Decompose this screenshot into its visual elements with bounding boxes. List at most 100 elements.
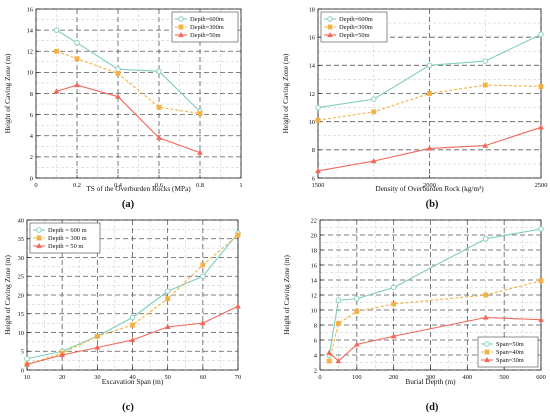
y-tick-label: 30: [18, 255, 24, 262]
y-tick-label: 4: [30, 133, 34, 140]
data-point: [24, 356, 30, 362]
series-1: [315, 31, 544, 111]
data-point: [353, 341, 360, 347]
legend-marker: [484, 341, 490, 347]
series-1: [53, 27, 203, 115]
data-point: [371, 96, 377, 102]
data-point: [354, 309, 360, 314]
data-point: [482, 142, 489, 148]
data-point: [115, 66, 121, 72]
data-point: [200, 273, 206, 280]
data-point: [390, 284, 397, 291]
panel-label: (a): [122, 199, 135, 210]
legend-label: Span=50m: [496, 341, 524, 348]
data-point: [482, 314, 489, 320]
data-point: [74, 81, 80, 88]
data-point: [200, 262, 206, 268]
series-1: [326, 226, 544, 358]
series-line: [328, 316, 542, 362]
y-tick-label: 2: [314, 367, 317, 374]
y-tick-label: 12: [311, 292, 317, 299]
data-point: [53, 88, 60, 94]
legend-marker: [178, 16, 184, 22]
data-point: [164, 323, 171, 330]
y-tick-label: 22: [311, 217, 317, 224]
data-point: [426, 145, 433, 151]
data-point: [336, 321, 341, 326]
x-tick-label: 50: [164, 374, 170, 381]
x-tick-label: 40: [129, 374, 135, 381]
data-point: [390, 333, 397, 339]
legend-label: Depth=300m: [190, 24, 224, 31]
y-tick-label: 16: [311, 262, 317, 269]
data-point: [156, 134, 162, 141]
data-point: [74, 40, 80, 46]
x-tick-label: 500: [499, 374, 509, 381]
y-axis-label: Height of Caving Zone (m): [282, 255, 291, 335]
data-point: [538, 84, 544, 89]
chart-panel-c: 10 20 30 40 50 60 700510152025303540Excavation…: [3, 217, 241, 413]
y-tick-label: 6: [314, 337, 317, 344]
y-axis-label: Height of Caving Zone (m): [3, 255, 12, 335]
data-point: [59, 351, 66, 358]
data-point: [129, 336, 136, 343]
x-tick-label: 1: [239, 182, 242, 189]
panel-label: (d): [426, 402, 439, 413]
panel-label: (c): [122, 402, 134, 413]
data-point: [156, 68, 162, 75]
data-point: [426, 62, 433, 69]
x-tick-label: 0.6: [155, 182, 163, 189]
legend-label: Depth=50m: [339, 32, 370, 39]
data-point: [538, 31, 544, 38]
y-tick-label: 8: [314, 322, 317, 329]
data-point: [538, 124, 544, 130]
legend-marker: [484, 356, 490, 363]
y-tick-label: 2: [30, 154, 33, 161]
series-3: [326, 314, 544, 364]
y-tick-label: 18: [311, 247, 317, 254]
data-point: [335, 357, 342, 364]
series-3: [24, 303, 241, 367]
legend-label: Depth=600m: [339, 16, 373, 23]
data-point: [130, 322, 135, 328]
series-3: [315, 124, 544, 174]
data-point: [315, 104, 321, 111]
data-point: [427, 91, 432, 96]
legend-marker: [327, 31, 333, 38]
x-tick-label: 400: [463, 374, 473, 381]
data-point: [335, 297, 342, 304]
data-point: [24, 361, 30, 367]
y-tick-label: 0: [30, 175, 33, 182]
y-tick-label: 20: [311, 232, 317, 239]
y-axis-label: Height of Caving Zone (m): [3, 53, 12, 133]
y-tick-label: 8: [312, 147, 315, 154]
data-point: [197, 111, 203, 116]
x-tick-label: 2000: [423, 182, 436, 189]
x-axis-label: Density of Overburden Rock (kg/m³): [375, 184, 484, 193]
data-point: [370, 157, 377, 164]
data-point: [391, 301, 397, 307]
legend-label: Depth = 300 m: [48, 235, 87, 242]
data-point: [129, 314, 136, 321]
y-tick-label: 6: [30, 112, 33, 119]
legend-label: Depth=50m: [190, 32, 221, 39]
data-point: [482, 82, 488, 88]
y-tick-label: 10: [27, 70, 33, 77]
x-tick-label: 1500: [312, 182, 325, 189]
x-tick-label: 0: [34, 182, 37, 189]
legend-label: Depth = 600 m: [48, 227, 87, 234]
legend-marker: [327, 16, 333, 22]
y-tick-label: 40: [18, 217, 24, 224]
series-line: [328, 280, 542, 362]
data-point: [538, 316, 544, 322]
x-tick-label: 100: [352, 374, 362, 381]
data-point: [483, 292, 489, 298]
legend-marker: [178, 24, 184, 30]
legend-label: Span=40m: [496, 349, 524, 356]
series-2: [315, 82, 544, 123]
data-point: [164, 288, 171, 295]
